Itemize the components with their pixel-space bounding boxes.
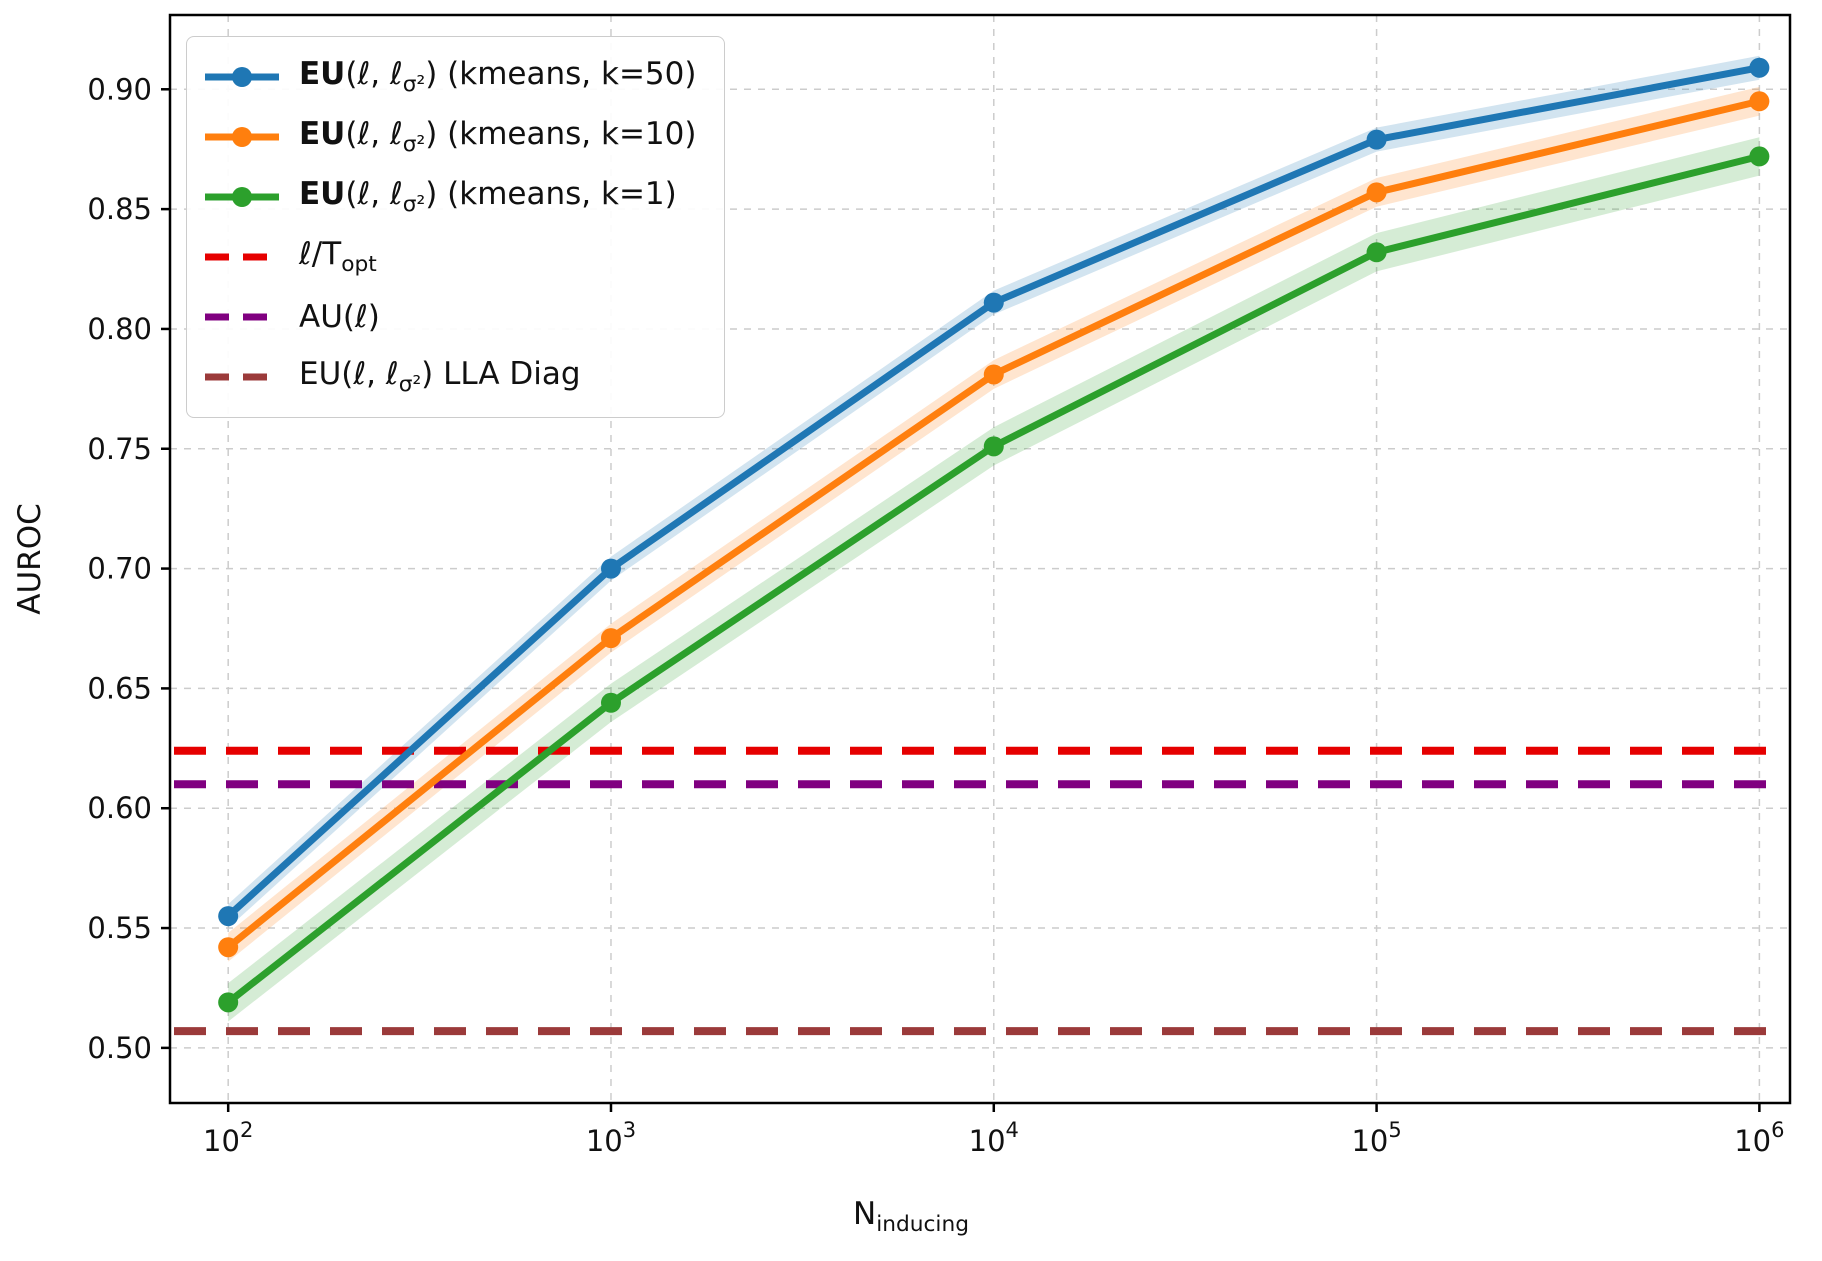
- y-tick-label: 0.80: [87, 312, 152, 346]
- legend-item-label: EU(ℓ, ℓσ²) (kmeans, k=50): [299, 55, 697, 97]
- legend-item-label: EU(ℓ, ℓσ²) (kmeans, k=1): [299, 175, 677, 217]
- legend-item-label: ℓ/Topt: [299, 235, 377, 277]
- legend-item: ℓ/Topt: [201, 231, 696, 283]
- x-tick-label: 105: [1351, 1118, 1401, 1158]
- series-marker-0: [600, 558, 621, 579]
- legend-dashed-line-sample: [205, 253, 279, 261]
- series-marker-2: [983, 436, 1004, 457]
- y-tick-label: 0.75: [87, 432, 152, 466]
- legend-item: EU(ℓ, ℓσ²) LLA Diag: [201, 351, 696, 403]
- y-tick-label: 0.70: [87, 552, 152, 586]
- y-tick-label: 0.50: [87, 1031, 152, 1065]
- series-marker-1: [1749, 91, 1770, 112]
- y-tick-label: 0.65: [87, 671, 152, 705]
- series-marker-2: [218, 992, 239, 1013]
- x-tick-label: 104: [969, 1118, 1019, 1158]
- x-axis-label: Ninducing: [853, 1196, 969, 1238]
- legend-line-marker-sample: [205, 127, 279, 147]
- legend-item-label: EU(ℓ, ℓσ²) (kmeans, k=10): [299, 115, 697, 157]
- legend-item: AU(ℓ): [201, 291, 696, 343]
- series-marker-1: [600, 628, 621, 649]
- y-tick-label: 0.60: [87, 791, 152, 825]
- x-tick-label: 106: [1734, 1118, 1784, 1158]
- series-marker-1: [218, 937, 239, 958]
- series-marker-0: [1366, 129, 1387, 150]
- series-marker-2: [1366, 242, 1387, 263]
- legend-line-marker-sample: [205, 187, 279, 207]
- legend-item: EU(ℓ, ℓσ²) (kmeans, k=50): [201, 51, 696, 103]
- series-marker-0: [983, 292, 1004, 313]
- legend-line-marker-sample: [205, 67, 279, 87]
- series-marker-2: [1749, 146, 1770, 167]
- y-axis-label: AUROC: [12, 503, 48, 615]
- legend-item: EU(ℓ, ℓσ²) (kmeans, k=10): [201, 111, 696, 163]
- legend-item-label: AU(ℓ): [299, 298, 380, 335]
- series-marker-0: [218, 906, 239, 927]
- legend-dashed-line-sample: [205, 313, 279, 321]
- plot-border: [168, 13, 1792, 1105]
- series-marker-1: [1366, 182, 1387, 203]
- legend: EU(ℓ, ℓσ²) (kmeans, k=50) EU(ℓ, ℓσ²) (kme…: [186, 36, 726, 418]
- legend-dashed-line-sample: [205, 373, 279, 381]
- y-tick-label: 0.55: [87, 911, 152, 945]
- series-marker-0: [1749, 57, 1770, 78]
- x-tick-label: 102: [203, 1118, 253, 1158]
- series-marker-2: [600, 692, 621, 713]
- legend-item-label: EU(ℓ, ℓσ²) LLA Diag: [299, 355, 581, 397]
- series-marker-1: [983, 364, 1004, 385]
- y-tick-label: 0.90: [87, 72, 152, 106]
- x-tick-label: 103: [586, 1118, 636, 1158]
- y-tick-label: 0.85: [87, 192, 152, 226]
- legend-item: EU(ℓ, ℓσ²) (kmeans, k=1): [201, 171, 696, 223]
